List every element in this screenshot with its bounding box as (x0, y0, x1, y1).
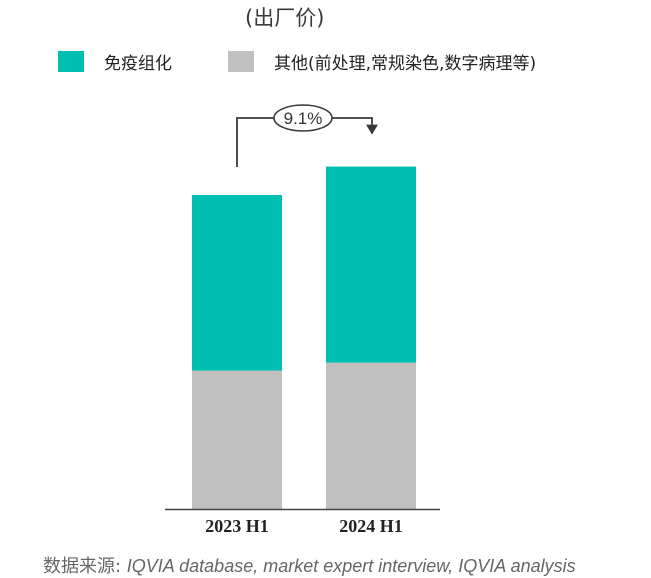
legend-swatch-other (228, 50, 254, 72)
growth-bubble (273, 104, 333, 132)
x-tick-labels: 2023 H1 2024 H1 (205, 516, 403, 536)
growth-arrow-head (366, 124, 378, 135)
chart-subtitle: (出厂价) (245, 6, 325, 30)
bar-other-2024-h1 (326, 362, 416, 509)
legend-item-ihc: 免疫组化 (58, 50, 172, 74)
bar-ihc-2024-h1 (326, 166, 416, 363)
source-text: IQVIA database, market expert interview,… (126, 556, 576, 576)
bars-group (192, 166, 416, 509)
bar-other-2023-h1 (192, 370, 282, 509)
source-prefix: 数据来源: (43, 556, 127, 577)
x-tick-label: 2023 H1 (205, 516, 269, 536)
growth-rate-label: 9.1% (284, 109, 323, 128)
x-tick-label: 2024 H1 (339, 516, 403, 536)
legend-label-ihc: 免疫组化 (104, 53, 172, 74)
bar-ihc-2023-h1 (192, 195, 282, 371)
legend-item-other: 其他(前处理,常规染色,数字病理等) (228, 50, 537, 74)
legend-label-other: 其他(前处理,常规染色,数字病理等) (274, 53, 537, 74)
growth-annotation: 9.1% (236, 104, 378, 167)
source-note: 数据来源: IQVIA database, market expert inte… (43, 552, 576, 578)
legend-swatch-ihc (58, 50, 84, 72)
